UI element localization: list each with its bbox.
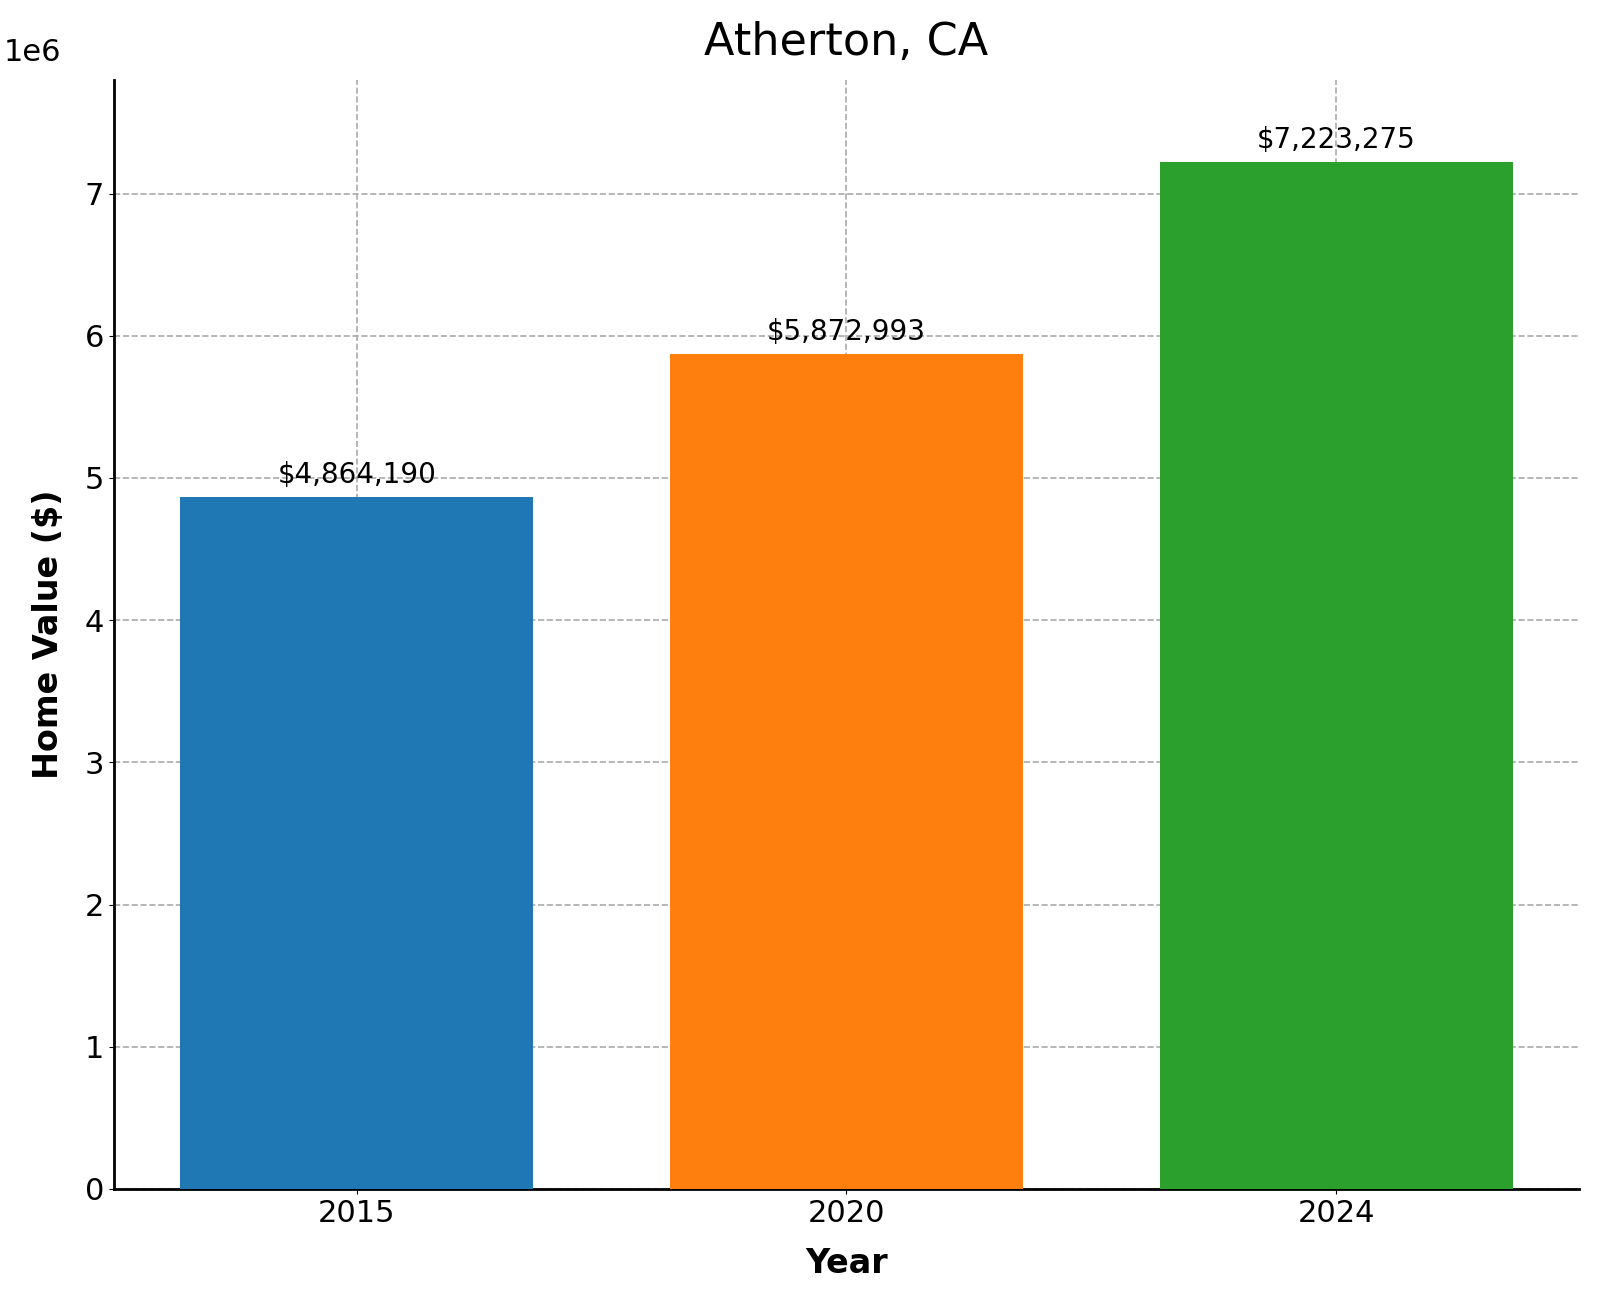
- Text: $7,223,275: $7,223,275: [1258, 126, 1416, 154]
- Text: $4,864,190: $4,864,190: [277, 462, 437, 489]
- Title: Atherton, CA: Atherton, CA: [704, 21, 989, 64]
- Bar: [1160, 161, 1512, 1189]
- Bar: [670, 354, 1022, 1189]
- Y-axis label: Home Value ($): Home Value ($): [32, 489, 66, 779]
- Bar: [181, 497, 533, 1189]
- X-axis label: Year: Year: [805, 1248, 888, 1280]
- Text: $5,872,993: $5,872,993: [766, 317, 926, 346]
- Text: 1e6: 1e6: [3, 38, 61, 66]
